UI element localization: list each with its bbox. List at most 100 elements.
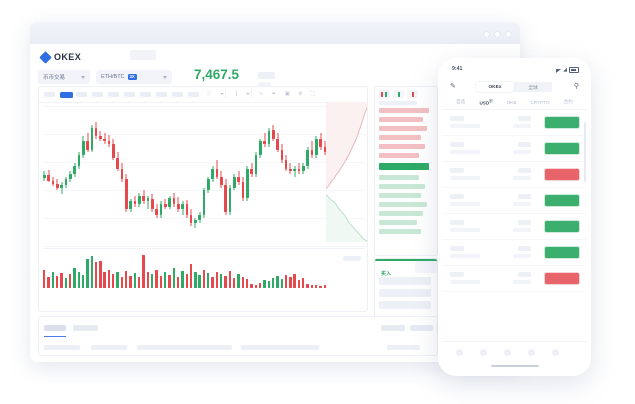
bottom-nav-item[interactable] — [552, 349, 559, 356]
orders-action[interactable] — [410, 325, 433, 331]
ask-row[interactable] — [379, 108, 429, 113]
chevron-down-icon[interactable] — [246, 93, 250, 95]
market-segmented-control[interactable]: OKEx 全球 — [476, 82, 552, 92]
amount-input[interactable] — [379, 289, 431, 297]
bottom-nav-item[interactable] — [480, 349, 487, 356]
segment-okex[interactable]: OKEx — [476, 82, 514, 92]
book-both-icon[interactable] — [379, 90, 390, 98]
compose-icon[interactable]: ✎ — [450, 83, 456, 90]
bid-row[interactable] — [379, 211, 423, 216]
toolbar-pill[interactable] — [60, 91, 73, 98]
chevron-down-icon[interactable] — [220, 93, 224, 95]
mobile-tab-okb[interactable]: OKB — [506, 99, 517, 105]
interval-icon[interactable]: ▕ — [233, 91, 237, 97]
toolbar-pill[interactable] — [92, 92, 103, 97]
window-dot[interactable] — [484, 32, 489, 37]
toolbar-pill[interactable] — [156, 92, 167, 97]
candle — [228, 106, 232, 242]
window-controls[interactable] — [484, 32, 511, 37]
ask-row[interactable] — [379, 126, 427, 131]
market-list[interactable] — [442, 110, 587, 292]
ma-indicator-icon[interactable]: ░ — [207, 91, 211, 97]
total-input[interactable] — [379, 301, 431, 309]
mobile-tab-合约[interactable]: 合约 — [563, 99, 573, 104]
volume-bar — [116, 271, 119, 288]
volume-bar — [73, 268, 76, 288]
ask-row[interactable] — [379, 144, 425, 149]
window-dot[interactable] — [506, 32, 511, 37]
bottom-nav-item[interactable] — [456, 349, 463, 356]
volume-bar — [55, 276, 59, 288]
pencil-icon[interactable]: ✒ — [272, 91, 277, 97]
market-list-item[interactable] — [442, 240, 587, 266]
toolbar-pill[interactable] — [140, 92, 151, 97]
orders-tab[interactable] — [73, 325, 98, 331]
bottom-nav-item[interactable] — [504, 349, 511, 356]
toolbar-pill[interactable] — [76, 92, 87, 97]
candle — [271, 106, 275, 242]
book-bids-icon[interactable] — [393, 90, 404, 98]
list-scrollbar[interactable] — [584, 122, 586, 182]
price-input[interactable] — [379, 277, 431, 285]
bid-row[interactable] — [379, 220, 417, 225]
toolbar-pill[interactable] — [188, 92, 199, 97]
buy-tab[interactable]: 买入 — [381, 262, 411, 277]
symbol-placeholder — [450, 194, 464, 199]
volume-bar — [150, 273, 154, 288]
toolbar-pill[interactable] — [108, 92, 119, 97]
book-asks-icon[interactable] — [407, 90, 418, 98]
chart-toolbar[interactable]: ░ ▕ ∿ ✒ ▣ ⚙ ⛶ — [39, 87, 367, 103]
market-list-item[interactable] — [442, 266, 587, 292]
fullscreen-icon[interactable]: ⛶ — [311, 91, 315, 97]
bid-row[interactable] — [379, 193, 421, 198]
subtitle-placeholder — [450, 202, 480, 206]
segment-global[interactable]: 全球 — [528, 85, 538, 91]
bottom-nav-item[interactable] — [528, 349, 535, 356]
order-book-view-tabs[interactable] — [379, 90, 418, 98]
bid-row[interactable] — [379, 184, 425, 189]
bid-row[interactable] — [379, 202, 427, 207]
settings-icon[interactable]: ⚙ — [298, 91, 303, 97]
mobile-tab-usd[interactable]: USDⓈ — [479, 99, 493, 106]
camera-icon[interactable]: ▣ — [285, 91, 290, 97]
search-icon[interactable]: ⚲ — [573, 83, 579, 90]
trading-pair-select[interactable]: ETH/BTC 3X — [96, 70, 172, 84]
market-list-item[interactable] — [442, 162, 587, 188]
brand-logo[interactable]: OKEX — [39, 50, 81, 64]
market-list-item[interactable] — [442, 214, 587, 240]
market-type-select[interactable]: 币币交易 — [38, 70, 90, 84]
table-cell — [91, 345, 127, 350]
chart-plot-area[interactable] — [39, 102, 367, 311]
market-list-item[interactable] — [442, 188, 587, 214]
mobile-tab-crypto[interactable]: CRYPTO — [530, 99, 550, 105]
volume-bar — [86, 258, 89, 288]
market-list-item[interactable] — [442, 110, 587, 136]
price-placeholder — [518, 194, 531, 199]
sell-tab[interactable] — [415, 261, 437, 273]
volume-placeholder — [513, 280, 531, 284]
toolbar-pill[interactable] — [172, 92, 183, 97]
ask-row[interactable] — [379, 117, 423, 122]
bid-row[interactable] — [379, 229, 421, 234]
ask-row[interactable] — [379, 153, 419, 158]
mobile-tab-自选[interactable]: 自选 — [456, 99, 466, 104]
volume-bar — [202, 269, 206, 288]
mobile-category-tabs[interactable]: 自选 USDⓈ OKB CRYPTO 合约 — [442, 96, 587, 108]
window-dot[interactable] — [495, 32, 500, 37]
orders-action[interactable] — [381, 325, 405, 331]
toolbar-pill[interactable] — [124, 92, 135, 97]
price-meta-placeholder — [258, 72, 275, 79]
symbol-placeholder — [450, 220, 464, 225]
wave-icon[interactable]: ∿ — [259, 91, 264, 97]
candle — [224, 106, 228, 242]
toolbar-pill[interactable] — [44, 92, 55, 97]
orders-tab-active[interactable] — [44, 325, 66, 331]
ask-row[interactable] — [379, 135, 421, 140]
volume-bar — [51, 271, 54, 288]
signal-icon — [556, 69, 562, 73]
market-list-item[interactable] — [442, 136, 587, 162]
price-placeholder — [518, 142, 531, 147]
mobile-bottom-nav[interactable] — [442, 341, 587, 372]
bid-row[interactable] — [379, 175, 419, 180]
